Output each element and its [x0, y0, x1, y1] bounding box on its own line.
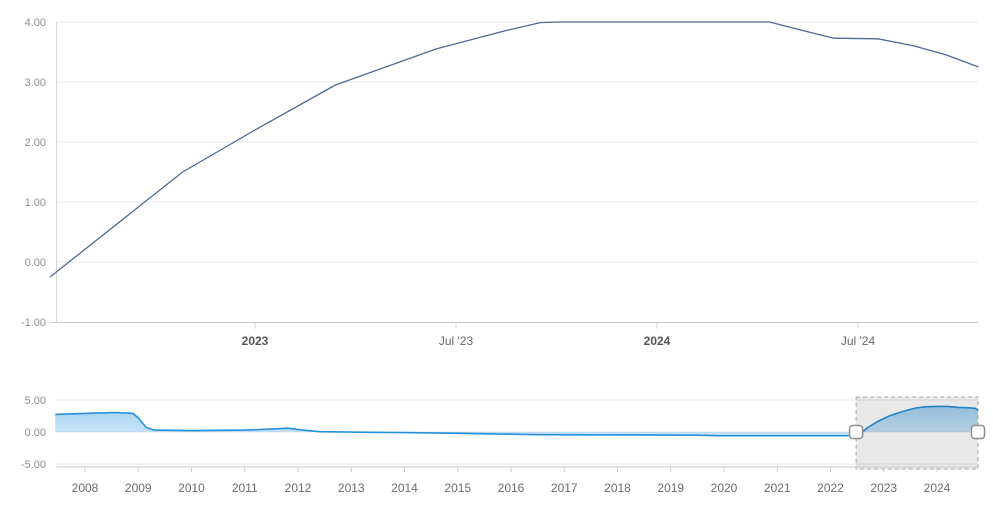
navigator-y-axis-labels: 5.00 0.00 -5.00 — [21, 395, 46, 471]
main-x-axis-labels: 2023 Jul '23 2024 Jul '24 — [242, 334, 876, 348]
main-x-tick-label: Jul '23 — [439, 334, 474, 348]
navigator-year-label: 2018 — [604, 481, 631, 495]
main-y-tick-label: 2.00 — [25, 137, 46, 149]
navigator-year-label: 2012 — [285, 481, 312, 495]
navigator-y-tick-label: 0.00 — [25, 427, 46, 439]
main-x-tick-label: 2023 — [242, 334, 269, 348]
main-y-tick-label: 1.00 — [25, 197, 46, 209]
main-plot-area[interactable] — [57, 10, 979, 323]
main-y-tick-label: 4.00 — [25, 17, 46, 29]
navigator-handle-left[interactable] — [848, 424, 864, 440]
navigator-y-tick-label: 5.00 — [25, 395, 46, 407]
navigator-year-label: 2023 — [870, 481, 897, 495]
main-y-axis-labels: 4.00 3.00 2.00 1.00 0.00 -1.00 — [21, 17, 46, 329]
navigator-year-label: 2010 — [178, 481, 205, 495]
navigator-axis-ticks — [84, 467, 938, 472]
navigator-selection[interactable] — [855, 396, 979, 470]
main-y-tick-label: -1.00 — [21, 317, 46, 329]
main-x-tick-label: Jul '24 — [841, 334, 876, 348]
navigator-series-line — [55, 405, 979, 437]
navigator-year-label: 2009 — [125, 481, 152, 495]
main-axis-ticks — [254, 322, 859, 329]
main-y-tick-label: 0.00 — [25, 257, 46, 269]
navigator-year-label: 2022 — [817, 481, 844, 495]
navigator-year-label: 2020 — [711, 481, 738, 495]
navigator-year-label: 2015 — [444, 481, 471, 495]
navigator-year-labels: 2008 2009 2010 2011 2012 2013 2014 2015 2016 2017… — [72, 481, 951, 495]
navigator-year-label: 2021 — [764, 481, 791, 495]
navigator-year-label: 2016 — [498, 481, 525, 495]
navigator-y-tick-label: -5.00 — [21, 459, 46, 471]
navigator-year-label: 2017 — [551, 481, 578, 495]
main-gridlines — [56, 21, 978, 263]
main-x-tick-label: 2024 — [644, 334, 671, 348]
navigator-year-label: 2024 — [924, 481, 951, 495]
navigator-year-label: 2011 — [232, 481, 258, 495]
navigator-year-label: 2019 — [657, 481, 684, 495]
main-series-line — [49, 21, 979, 278]
main-y-tick-label: 3.00 — [25, 77, 46, 89]
navigator-year-label: 2014 — [391, 481, 418, 495]
navigator-handle-right[interactable] — [970, 424, 986, 440]
navigator-year-label: 2008 — [72, 481, 99, 495]
navigator-year-label: 2013 — [338, 481, 365, 495]
